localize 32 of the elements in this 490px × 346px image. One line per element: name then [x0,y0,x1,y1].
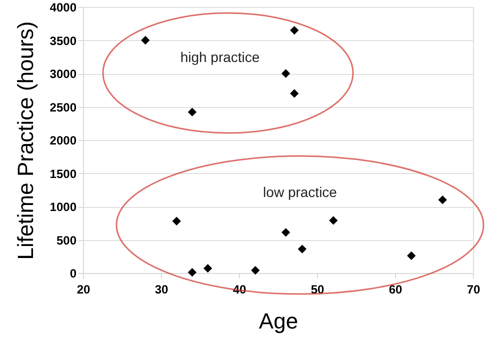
point [251,266,260,275]
point [290,26,299,35]
y-tick-label: 3000 [50,67,77,81]
y-tick-label: 3500 [50,34,77,48]
point [290,89,299,98]
x-tick-label: 30 [154,282,168,296]
y-tick-label: 2500 [50,100,77,114]
x-tick-label: 60 [388,282,402,296]
point [281,69,290,78]
point [188,268,197,277]
annotation: high practice [180,49,260,65]
y-tick-label: 500 [56,233,77,248]
y-tick-label: 1000 [50,200,77,214]
y-tick-label: 0 [70,266,77,280]
point [141,36,150,45]
point [203,264,212,273]
point [407,251,416,260]
point [281,228,290,237]
x-tick-label: 20 [76,282,90,296]
annotation: low practice [263,184,338,200]
point [188,108,197,116]
point [438,196,447,204]
y-tick-label: 4000 [50,0,77,14]
x-axis-title: Age [258,308,298,334]
x-tick-label: 50 [310,282,324,296]
point [172,216,181,226]
y-tick-label: 2000 [50,134,77,148]
x-tick-label: 70 [466,282,480,296]
y-axis-title: Lifetime Practice (hours) [12,21,38,260]
point [298,244,307,254]
point [329,216,338,225]
y-tick-label: 1500 [50,166,77,181]
